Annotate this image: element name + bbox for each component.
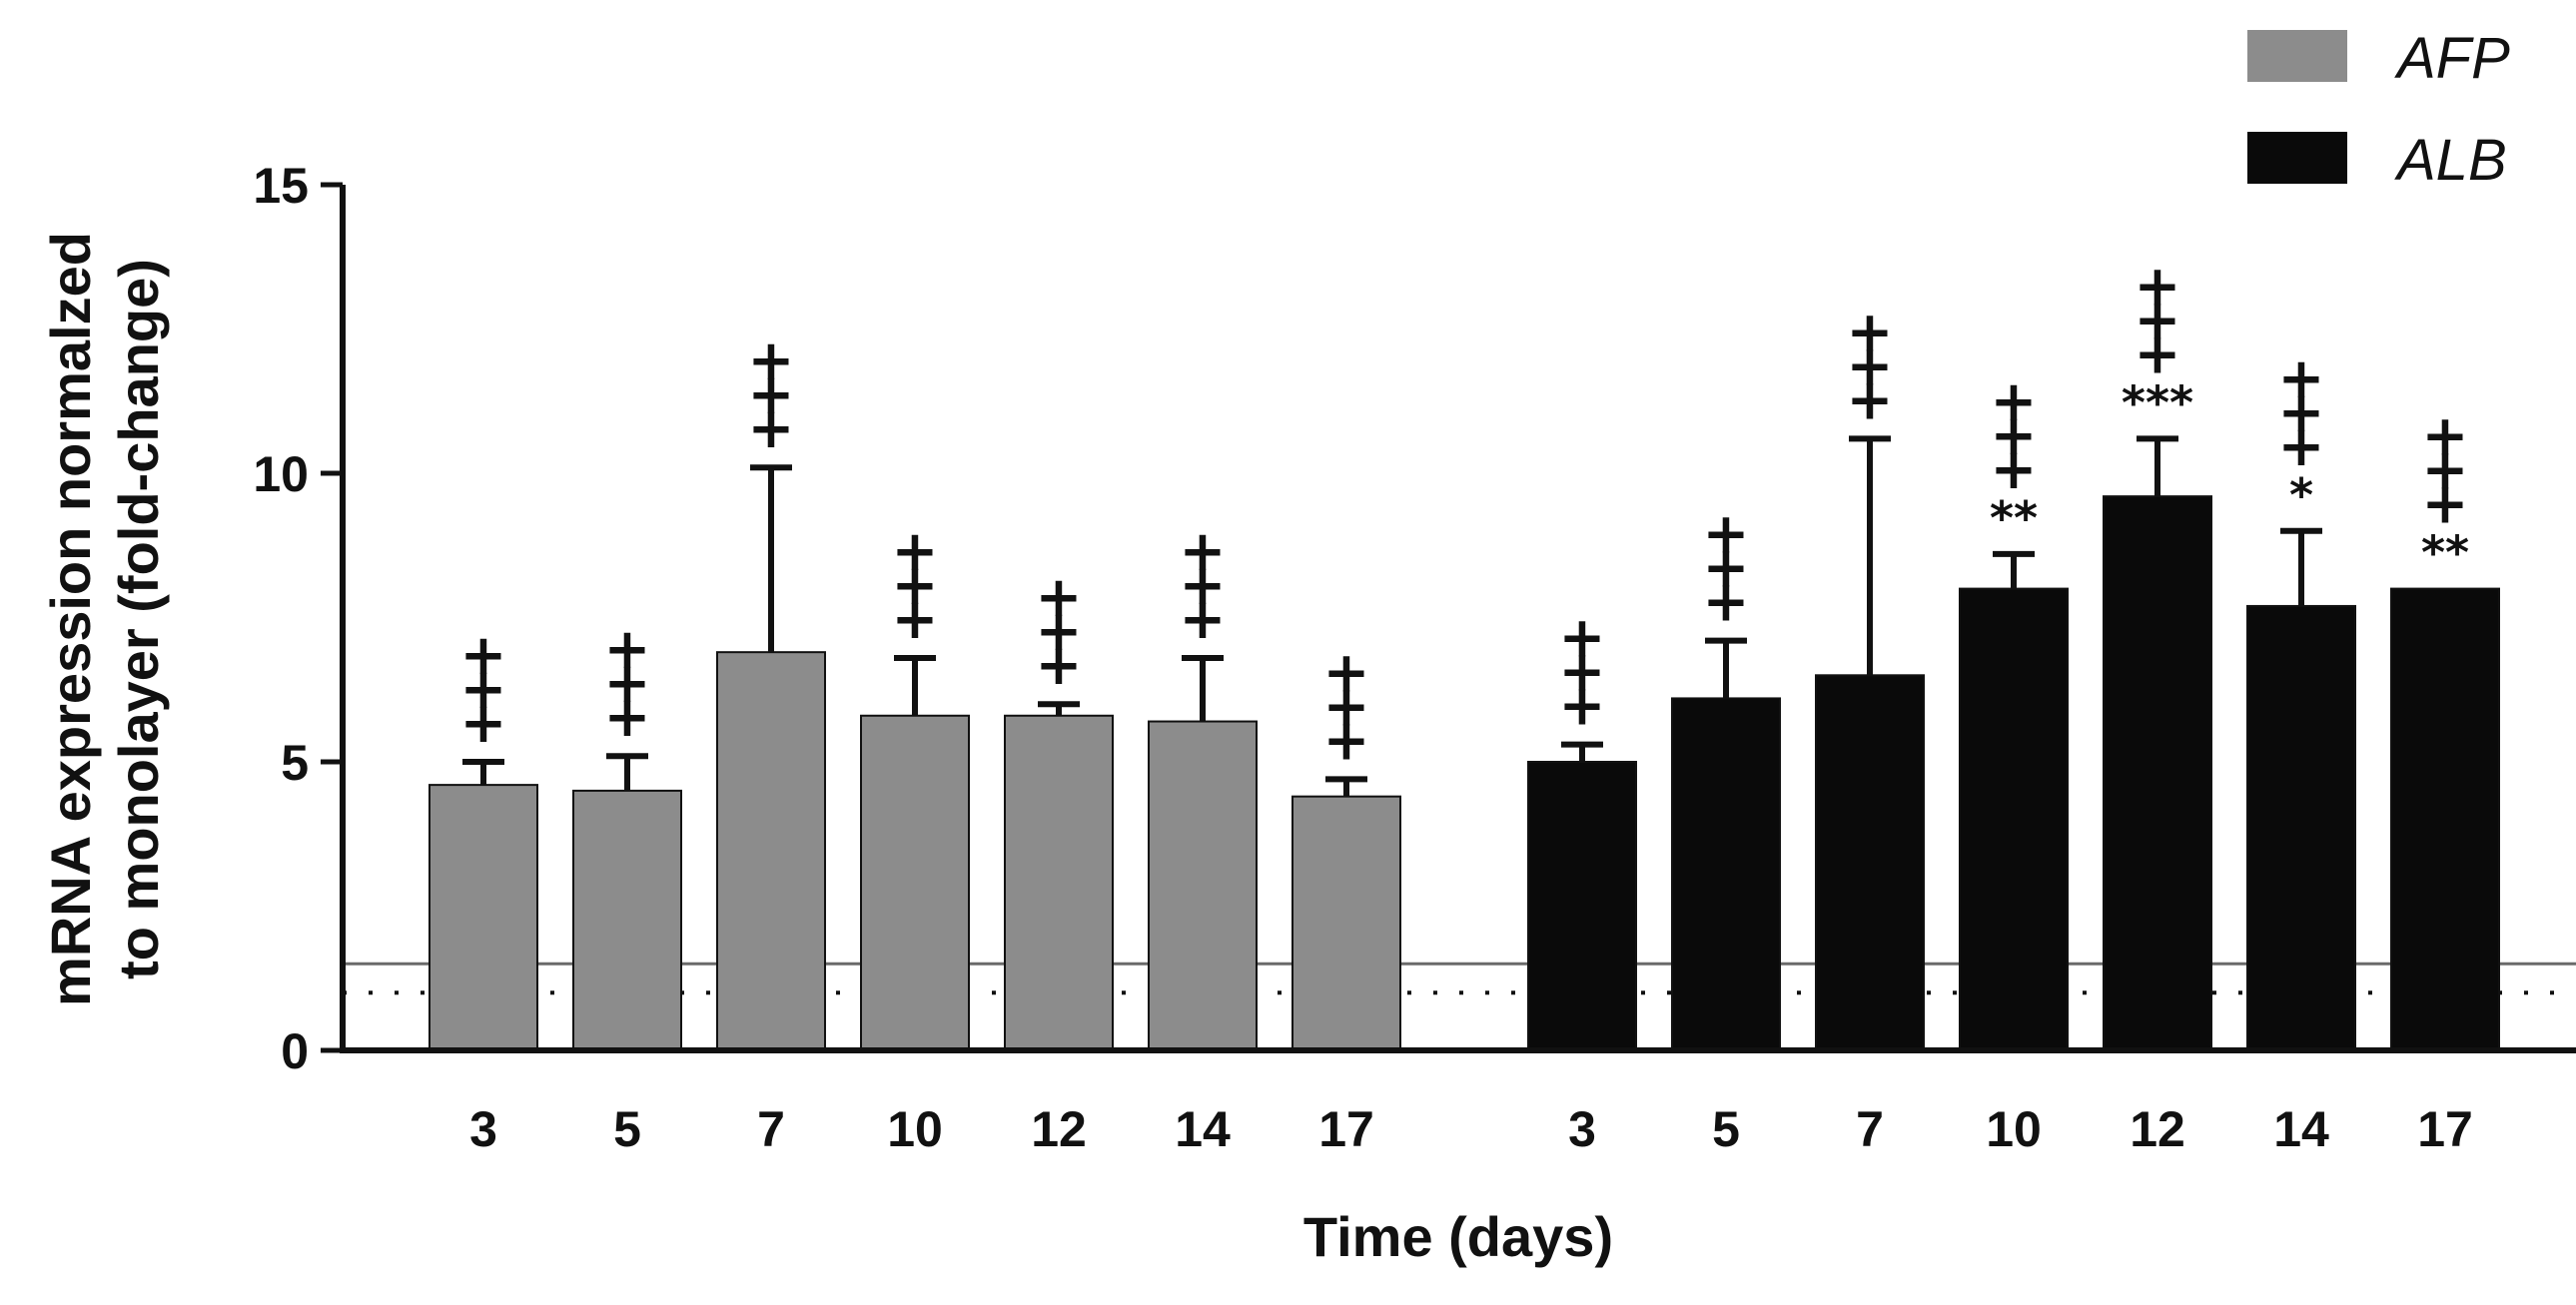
annotation-afp-day-7-0: + xyxy=(748,396,795,461)
error-bars-layer xyxy=(462,435,2322,797)
bar-afp-day-10 xyxy=(860,714,970,1051)
x-tick-label-alb-day-17: 17 xyxy=(2417,1101,2473,1157)
y-tick-label-10: 10 xyxy=(253,446,309,502)
annotation-afp-day-12-0: + xyxy=(1036,633,1083,698)
annotation-alb-day-10-1: + xyxy=(1991,437,2038,502)
x-tick-label-alb-day-12: 12 xyxy=(2130,1101,2185,1157)
bar-alb-day-12 xyxy=(2103,495,2212,1051)
annotation-afp-day-14-2: + xyxy=(1180,519,1227,584)
annotation-afp-day-17-2: + xyxy=(1323,640,1370,705)
annotation-alb-day-7-2: + xyxy=(1847,300,1894,364)
annotation-alb-day-10-3: + xyxy=(1991,369,2038,434)
annotation-afp-day-7-1: + xyxy=(748,362,795,427)
annotation-alb-day-7-0: + xyxy=(1847,367,1894,432)
annotation-alb-day-17-0: ** xyxy=(2421,526,2469,580)
annotation-afp-day-12-1: + xyxy=(1036,599,1083,664)
annotation-afp-day-3-1: + xyxy=(460,657,507,722)
annotation-alb-day-12-1: + xyxy=(2135,322,2181,386)
x-tick-label-afp-day-5: 5 xyxy=(613,1101,641,1157)
annotation-afp-day-17-1: + xyxy=(1323,674,1370,739)
x-tick-label-alb-day-10: 10 xyxy=(1986,1101,2042,1157)
x-tick-label-afp-day-12: 12 xyxy=(1031,1101,1087,1157)
annotation-alb-day-12-0: *** xyxy=(2122,375,2193,429)
bar-alb-day-3 xyxy=(1527,761,1637,1051)
annotation-alb-day-5-2: + xyxy=(1703,502,1750,567)
bar-afp-day-3 xyxy=(429,784,538,1051)
legend-swatch-alb xyxy=(2247,132,2347,184)
y-tick-label-5: 5 xyxy=(281,735,309,791)
annotation-alb-day-3-0: + xyxy=(1559,674,1606,739)
annotation-alb-day-12-2: + xyxy=(2135,288,2181,352)
bar-alb-day-17 xyxy=(2390,587,2500,1051)
legend-label-alb: ALB xyxy=(2394,128,2507,193)
annotation-alb-day-10-2: + xyxy=(1991,403,2038,468)
bar-afp-day-12 xyxy=(1004,714,1114,1051)
significance-annotations: +++++++++++++++ +++++++++++++++**+++ ***++… xyxy=(460,254,2470,773)
bar-afp-day-14 xyxy=(1148,720,1258,1051)
annotation-afp-day-5-0: + xyxy=(604,685,651,750)
annotation-alb-day-10-0: ** xyxy=(1990,491,2038,545)
bars-layer xyxy=(429,495,2500,1052)
annotation-afp-day-12-2: + xyxy=(1036,565,1083,630)
bar-alb-day-5 xyxy=(1671,697,1781,1051)
x-tick-label-alb-day-7: 7 xyxy=(1856,1101,1884,1157)
annotation-alb-day-17-3: + xyxy=(2422,404,2469,469)
y-tick-label-0: 0 xyxy=(281,1023,309,1079)
legend: AFP ALB xyxy=(2247,26,2510,193)
x-tick-label-afp-day-3: 3 xyxy=(469,1101,497,1157)
annotation-afp-day-10-1: + xyxy=(892,553,939,618)
bar-alb-day-10 xyxy=(1959,587,2069,1051)
annotation-alb-day-17-1: + xyxy=(2422,472,2469,537)
y-axis-label-line-2: to monolayer (fold-change) xyxy=(107,259,170,979)
x-tick-label-alb-day-3: 3 xyxy=(1568,1101,1596,1157)
x-tick-label-afp-day-10: 10 xyxy=(887,1101,943,1157)
annotation-afp-day-14-1: + xyxy=(1180,553,1227,618)
annotation-afp-day-5-2: + xyxy=(604,617,651,682)
bar-afp-day-5 xyxy=(572,789,682,1052)
annotation-alb-day-14-3: + xyxy=(2278,346,2325,411)
annotation-alb-day-5-1: + xyxy=(1703,536,1750,601)
legend-swatch-afp xyxy=(2247,30,2347,82)
legend-label-afp: AFP xyxy=(2394,26,2510,91)
annotation-alb-day-7-1: + xyxy=(1847,333,1894,398)
x-tick-label-afp-day-14: 14 xyxy=(1175,1101,1231,1157)
x-tick-label-afp-day-7: 7 xyxy=(757,1101,785,1157)
x-tick-label-alb-day-5: 5 xyxy=(1712,1101,1740,1157)
annotation-alb-day-5-0: + xyxy=(1703,570,1750,635)
annotation-afp-day-5-1: + xyxy=(604,651,651,716)
annotation-alb-day-3-2: + xyxy=(1559,606,1606,671)
annotation-alb-day-14-1: + xyxy=(2278,414,2325,479)
y-axis-label-line-1: mRNA expression normalzed xyxy=(39,232,102,1006)
axes: 3 5 7 10 12 14 17 3 5 7 10 12 14 17 0 5 10 15 xyxy=(253,158,2576,1157)
annotation-alb-day-17-2: + xyxy=(2422,438,2469,503)
bar-alb-day-14 xyxy=(2246,604,2356,1051)
annotation-alb-day-12-3: + xyxy=(2135,254,2181,319)
x-tick-label-afp-day-17: 17 xyxy=(1318,1101,1374,1157)
annotation-alb-day-14-2: + xyxy=(2278,380,2325,445)
x-axis-label: Time (days) xyxy=(1303,1205,1613,1268)
bar-afp-day-7 xyxy=(716,651,826,1051)
annotation-alb-day-14-0: * xyxy=(2289,468,2313,522)
y-tick-label-15: 15 xyxy=(253,158,309,214)
x-tick-label-alb-day-14: 14 xyxy=(2273,1101,2329,1157)
annotation-afp-day-3-0: + xyxy=(460,691,507,756)
annotation-afp-day-17-0: + xyxy=(1323,708,1370,773)
annotation-afp-day-10-0: + xyxy=(892,587,939,652)
bar-alb-day-7 xyxy=(1815,674,1925,1051)
annotation-alb-day-3-1: + xyxy=(1559,640,1606,705)
annotation-afp-day-7-2: + xyxy=(748,328,795,393)
annotation-afp-day-10-2: + xyxy=(892,519,939,584)
bar-afp-day-17 xyxy=(1291,795,1401,1051)
annotation-afp-day-3-2: + xyxy=(460,623,507,688)
annotation-afp-day-14-0: + xyxy=(1180,587,1227,652)
